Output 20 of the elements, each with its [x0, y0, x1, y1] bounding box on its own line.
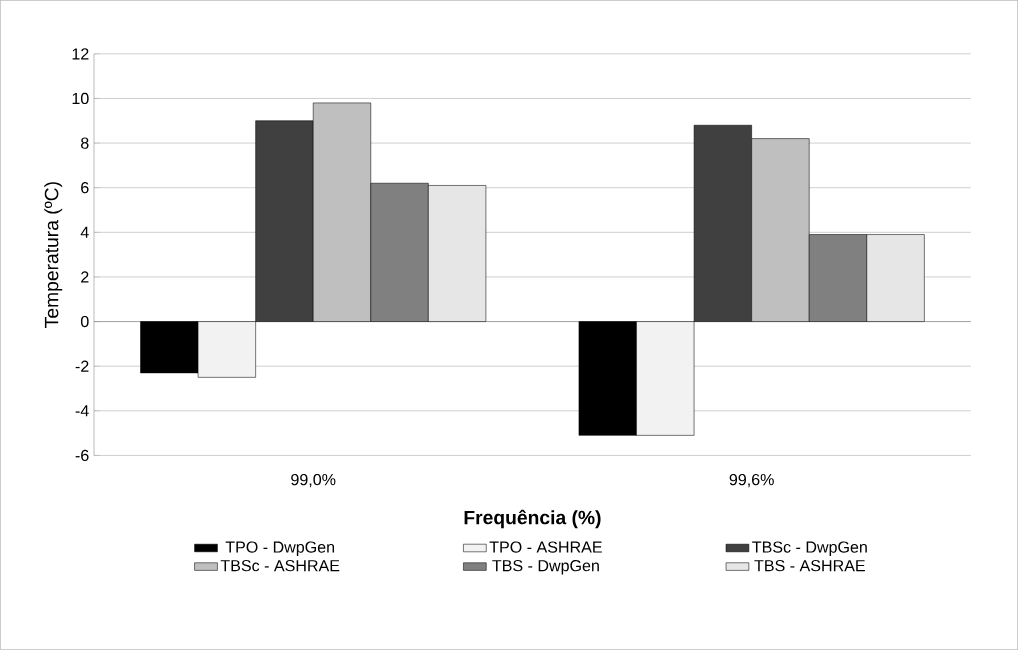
legend-label: TBSc - DwpGen	[752, 541, 867, 557]
y-tick-label: -2	[75, 360, 89, 372]
legend-label: TPO - DwpGen	[225, 541, 335, 557]
y-tick-label: 0	[80, 315, 89, 328]
legend-label: TPO - ASHRAE	[489, 541, 602, 553]
y-tick-label: -6	[75, 449, 89, 462]
x-tick-label: 99,6%	[729, 474, 774, 488]
y-tick-label: 4	[80, 226, 89, 238]
legend-label: TBS - DwpGen	[492, 560, 599, 575]
x-tick-label: 99,0%	[291, 474, 336, 488]
x-axis-title: Frequência (%)	[464, 509, 601, 529]
y-tick-label: 10	[72, 92, 89, 105]
legend-label: TBS - ASHRAE	[754, 560, 865, 572]
y-tick-label: -4	[75, 405, 89, 417]
y-tick-label: 8	[81, 137, 89, 149]
y-tick-label: 12	[72, 48, 89, 60]
y-tick-label: 6	[81, 182, 89, 194]
y-axis-title: Temperatura (ºC)	[44, 182, 63, 328]
y-tick-label: 2	[81, 271, 89, 283]
legend-label: TBSc - ASHRAE	[220, 560, 340, 572]
